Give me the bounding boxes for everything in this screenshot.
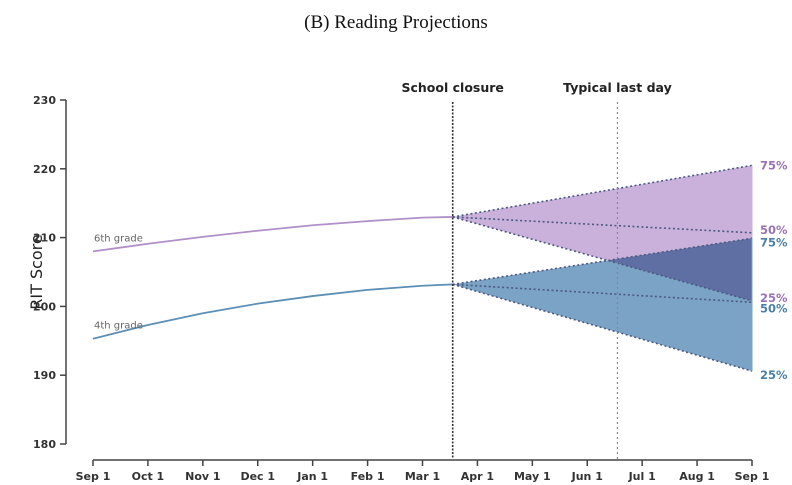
percentile-label-4th-25pct: 25% [760,368,788,382]
y-tick-label: 210 [33,232,56,245]
y-axis-label: RIT Score [27,234,46,310]
projection-fills [452,165,752,372]
x-tick-label: Jan 1 [296,470,328,483]
projection-overlap [607,238,752,301]
axes: 180 190 200 210 220 230 Sep 1 Oct 1 Nov 1 Dec 1 Ja… [33,94,769,483]
x-tick-label: Jul 1 [628,470,656,483]
grade-label-6th: 6th grade [94,233,143,244]
projection-line-50pct [452,283,753,304]
series-line-4th-grade [92,283,453,340]
x-tick-label: Nov 1 [185,470,220,483]
x-tick-label: Sep 1 [76,470,111,483]
x-tick-label: Jun 1 [571,470,603,483]
percentile-label-6th-25pct: 25% [760,291,788,305]
projection-line-75pct [452,237,753,286]
x-tick-label: Sep 1 [735,470,770,483]
percentile-label-4th-50pct: 50% [760,301,788,315]
chart-title: (B) Reading Projections [304,12,488,33]
series-line-6th-grade [92,216,453,253]
x-tick-label: May 1 [514,470,551,483]
percentile-label-6th-50pct: 50% [760,223,788,237]
projection-line-50pct [452,216,753,234]
y-tick-label: 220 [33,163,56,176]
series-lines [92,164,753,372]
projection-line-75pct [452,164,753,218]
y-tick-label: 180 [33,438,56,451]
grade-label-4th: 4th grade [94,321,143,332]
y-tick-label: 200 [33,300,56,313]
x-tick-label: Aug 1 [679,470,715,483]
y-tick-label: 230 [33,94,56,107]
x-tick-label: Dec 1 [240,470,275,483]
x-tick-label: Feb 1 [351,470,385,483]
annotation-label-typical-last-day: Typical last day [563,80,672,95]
y-tick-label: 190 [33,369,56,382]
annotation-lines [451,102,619,459]
x-tick-label: Apr 1 [461,470,494,483]
x-tick-label: Oct 1 [132,470,165,483]
x-tick-label: Mar 1 [405,470,440,483]
labels: School closure Typical last day 6th grade 4… [94,80,788,382]
percentile-label-4th-75pct: 75% [760,235,788,249]
annotation-label-school-closure: School closure [402,80,504,95]
percentile-label-6th-75pct: 75% [760,158,788,172]
